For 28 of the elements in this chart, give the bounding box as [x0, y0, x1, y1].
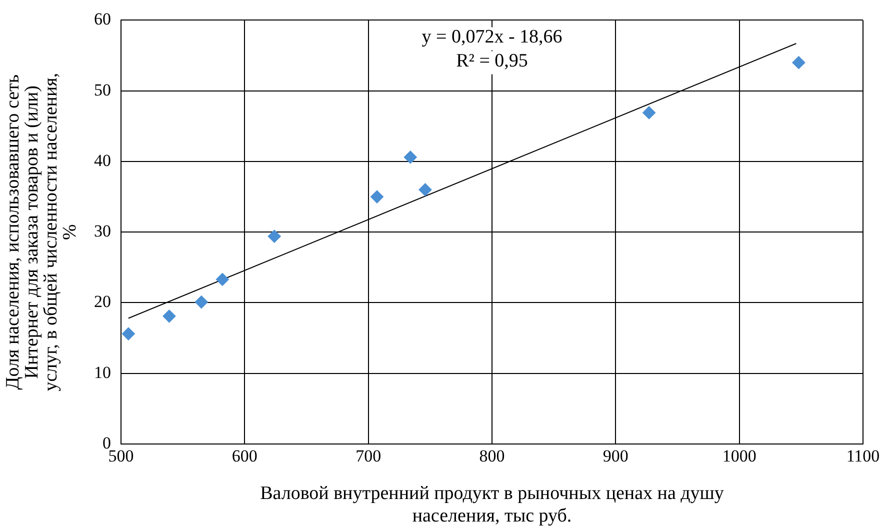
y-tick-label: 40: [94, 150, 111, 170]
y-tick-label: 60: [94, 10, 111, 29]
y-tick-label: 30: [94, 222, 111, 241]
point: [418, 183, 432, 196]
x-axis-title: Валовой внутренний продукт в рыночных ценах на душу населения, тыс руб.: [260, 482, 724, 527]
y-axis-title: Доля населения, использовавшего сеть Интернет для заказа товаров и (или) услуг, в общей численности населения, %: [2, 72, 80, 392]
y-tick-label: 0: [102, 433, 111, 452]
point: [162, 310, 176, 323]
point: [642, 106, 656, 120]
point: [122, 327, 135, 340]
x-tick-label: 1100: [846, 446, 880, 466]
annotation: R² = 0,95: [456, 50, 528, 72]
x-tick-label: 1000: [722, 446, 756, 466]
x-tick-label: 900: [602, 446, 628, 466]
point: [792, 56, 806, 70]
x-tick-label: 800: [479, 446, 505, 466]
y-tick-label: 10: [94, 362, 111, 382]
annotation: y = 0,072x - 18,66: [422, 26, 562, 48]
point: [404, 150, 417, 164]
point: [216, 272, 229, 286]
x-tick-label: 500: [108, 446, 134, 466]
x-tick-label: 600: [232, 446, 258, 466]
y-tick-label: 20: [94, 292, 111, 312]
point: [268, 230, 281, 243]
x-tick-label: 700: [356, 446, 382, 466]
y-tick-label: 50: [94, 80, 111, 100]
point: [194, 296, 208, 309]
point: [370, 190, 384, 204]
